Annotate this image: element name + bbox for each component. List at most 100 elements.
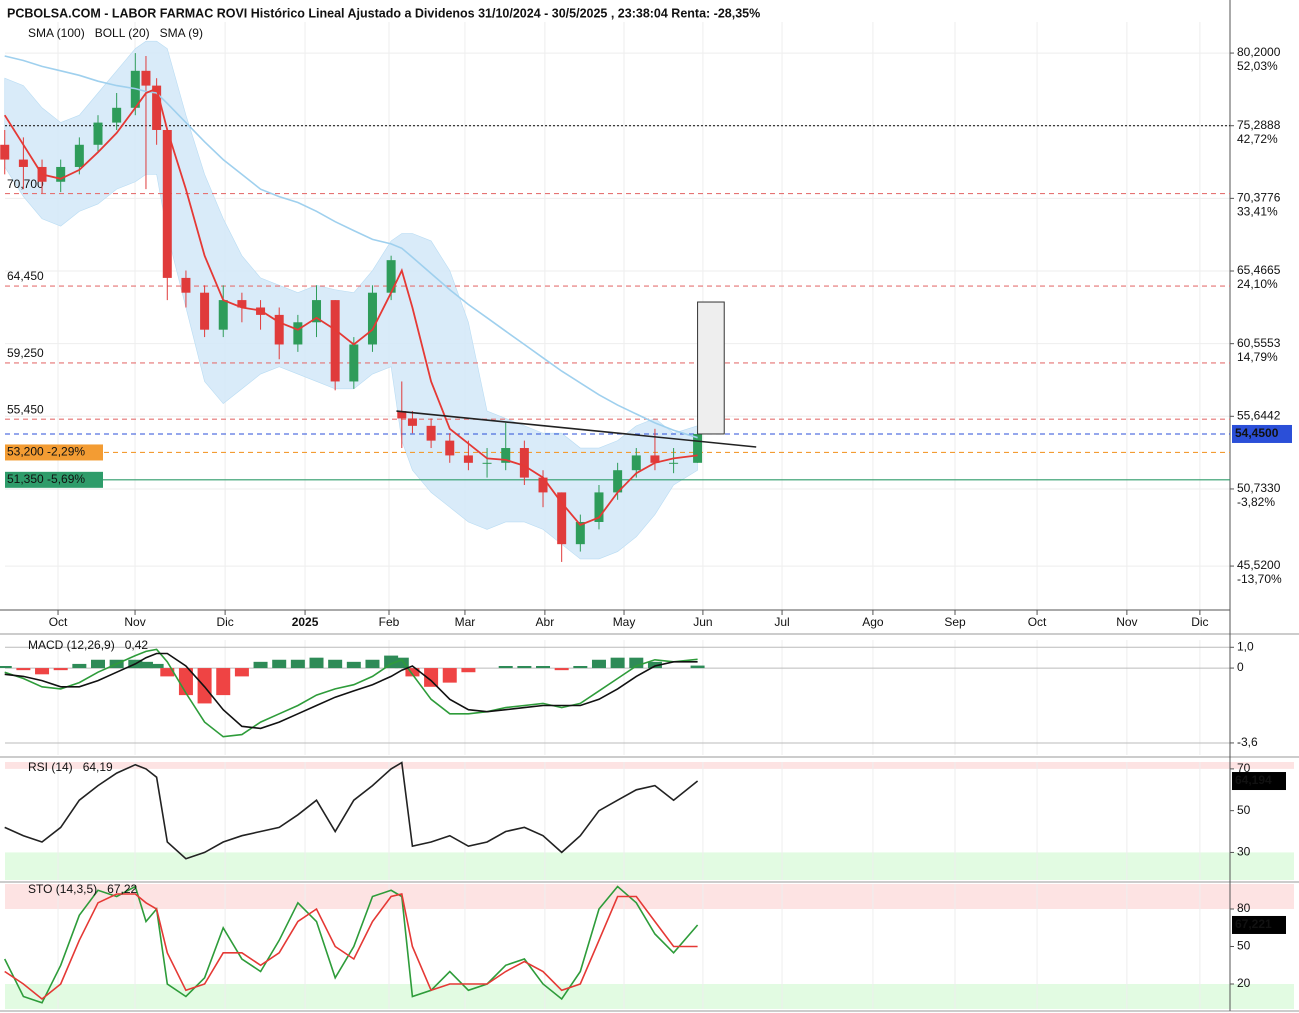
candle-body	[482, 462, 492, 464]
y-tick-label: 50	[1237, 939, 1251, 953]
level-label: 51,350 -5,69%	[7, 472, 85, 486]
histogram-bar	[149, 663, 164, 669]
candle-body	[56, 166, 66, 182]
overbought-zone	[5, 884, 1294, 909]
candle-body	[631, 455, 641, 471]
histogram-bar	[573, 665, 588, 669]
y-pct-label: 33,41%	[1237, 205, 1278, 219]
candle-body	[152, 85, 162, 130]
y-tick-label: 45,5200	[1237, 558, 1281, 572]
last-value-label: 67,221	[1235, 917, 1272, 931]
histogram-bar	[16, 668, 31, 671]
level-label-box	[5, 444, 103, 461]
candle-body	[594, 492, 604, 522]
y-tick-label: 0	[1237, 660, 1244, 674]
panel-header-value: 64,19	[83, 760, 113, 774]
current-price-label: 54,4500	[1235, 426, 1279, 440]
candle-body	[141, 70, 151, 86]
legend-entry: SMA (100)	[28, 26, 85, 40]
candle-body	[557, 492, 567, 545]
histogram-bar	[138, 661, 153, 669]
indicator-line	[3, 885, 699, 1004]
x-tick-label: Abr	[536, 615, 555, 629]
candle-body	[312, 300, 322, 323]
oversold-zone	[5, 852, 1294, 880]
candle-body	[397, 411, 407, 419]
histogram-bar	[629, 657, 644, 669]
histogram-bar	[498, 665, 513, 669]
candle-body	[538, 477, 548, 493]
y-pct-label: 52,03%	[1237, 59, 1278, 73]
last-value-box	[1232, 772, 1286, 791]
x-tick-label: Jun	[693, 615, 712, 629]
x-tick-label: Nov	[1116, 615, 1137, 629]
projection-box	[697, 301, 725, 435]
histogram-bar	[346, 661, 361, 669]
y-tick-label: 50,7330	[1237, 481, 1281, 495]
y-tick-label: 30	[1237, 845, 1251, 859]
histogram-bar	[591, 659, 606, 669]
panel-title: STO (14,3,5)	[28, 882, 97, 896]
level-label: 64,450	[7, 269, 44, 283]
indicator-line	[4, 761, 699, 860]
candle-body	[463, 455, 473, 463]
panel-title: RSI (14)	[28, 760, 73, 774]
candle-body	[74, 144, 84, 167]
x-tick-label: Dic	[216, 615, 233, 629]
sma-line	[3, 87, 698, 526]
level-label: 55,450	[7, 402, 44, 416]
histogram-bar	[290, 659, 305, 669]
x-tick-label: Nov	[124, 615, 145, 629]
y-tick-label: 55,6442	[1237, 408, 1281, 422]
y-pct-label: 24,10%	[1237, 277, 1278, 291]
level-label: 59,250	[7, 346, 44, 360]
y-tick-label: 70,3776	[1237, 191, 1281, 205]
candle-body	[669, 462, 679, 464]
x-tick-label: Oct	[49, 615, 68, 629]
candle-body	[386, 260, 396, 293]
y-pct-label: 14,79%	[1237, 350, 1278, 364]
candle-body	[693, 433, 703, 463]
oversold-zone	[5, 984, 1294, 1009]
indicator-line	[4, 652, 698, 730]
histogram-bar	[365, 659, 380, 669]
candle-body	[237, 300, 247, 308]
panel-header-value: 67,22	[107, 882, 137, 896]
histogram-bar	[647, 661, 662, 669]
trendline	[396, 410, 757, 448]
histogram-bar	[160, 668, 175, 677]
y-pct-label: 42,72%	[1237, 132, 1278, 146]
chart-title: PCBOLSA.COM - LABOR FARMAC ROVI Históric…	[7, 6, 760, 20]
last-value-box	[1232, 915, 1286, 934]
y-pct-label: -13,70%	[1237, 572, 1282, 586]
x-tick-label: Oct	[1028, 615, 1047, 629]
x-tick-label: Mar	[455, 615, 476, 629]
last-value-label: 64,194	[1235, 773, 1272, 787]
bollinger-band	[4, 40, 698, 560]
y-tick-label: 65,4665	[1237, 263, 1281, 277]
level-label: 70,700	[7, 177, 44, 191]
histogram-bar	[35, 668, 50, 675]
x-tick-label: Sep	[944, 615, 966, 629]
histogram-bar	[216, 668, 231, 696]
x-tick-label: Ago	[862, 615, 884, 629]
x-tick-label: Jul	[774, 615, 789, 629]
histogram-bar	[72, 663, 87, 669]
histogram-bar	[461, 668, 476, 673]
current-price-box	[1232, 424, 1292, 443]
panel-title: MACD (12,26,9)	[28, 638, 115, 652]
indicator-line	[4, 893, 698, 1001]
candle-body	[181, 277, 191, 293]
x-tick-label: 2025	[292, 615, 319, 629]
candle-body	[18, 159, 28, 167]
candle-body	[330, 300, 340, 382]
y-tick-label: 80	[1237, 901, 1251, 915]
candle-body	[93, 122, 103, 145]
histogram-bar	[0, 665, 12, 669]
histogram-bar	[384, 655, 399, 669]
candle-body	[407, 418, 417, 426]
candle-body	[613, 470, 623, 493]
candle-body	[112, 107, 122, 123]
